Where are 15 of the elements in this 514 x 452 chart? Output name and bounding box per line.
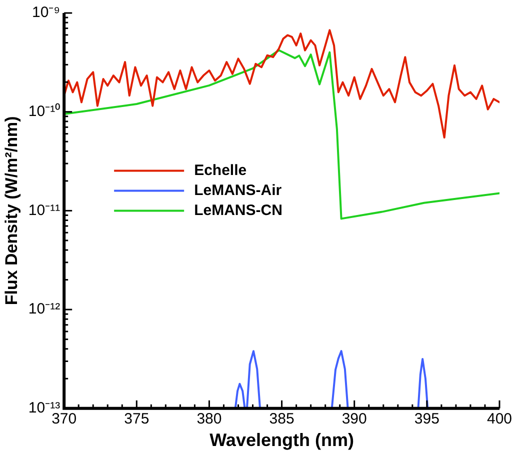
legend-label: LeMANS-Air xyxy=(194,182,282,199)
x-tick-label: 375 xyxy=(124,410,150,428)
x-tick-label: 395 xyxy=(414,410,440,428)
legend-label: LeMANS-CN xyxy=(194,202,282,219)
y-tick-label: 10⁻⁹ xyxy=(32,4,60,22)
x-axis-title: Wavelength (nm) xyxy=(210,430,354,450)
y-tick-label: 10⁻¹⁰ xyxy=(28,102,60,120)
legend-label: Echelle xyxy=(194,162,247,179)
y-tick-label: 10⁻¹¹ xyxy=(28,202,60,219)
x-tick-label: 400 xyxy=(486,410,512,428)
x-tick-label: 380 xyxy=(196,410,222,428)
x-tick-label: 385 xyxy=(269,410,294,428)
x-tick-label: 390 xyxy=(342,410,367,428)
y-axis-title: Flux Density (W/m²/nm) xyxy=(2,116,21,306)
y-tick-label: 10⁻¹² xyxy=(28,300,60,318)
